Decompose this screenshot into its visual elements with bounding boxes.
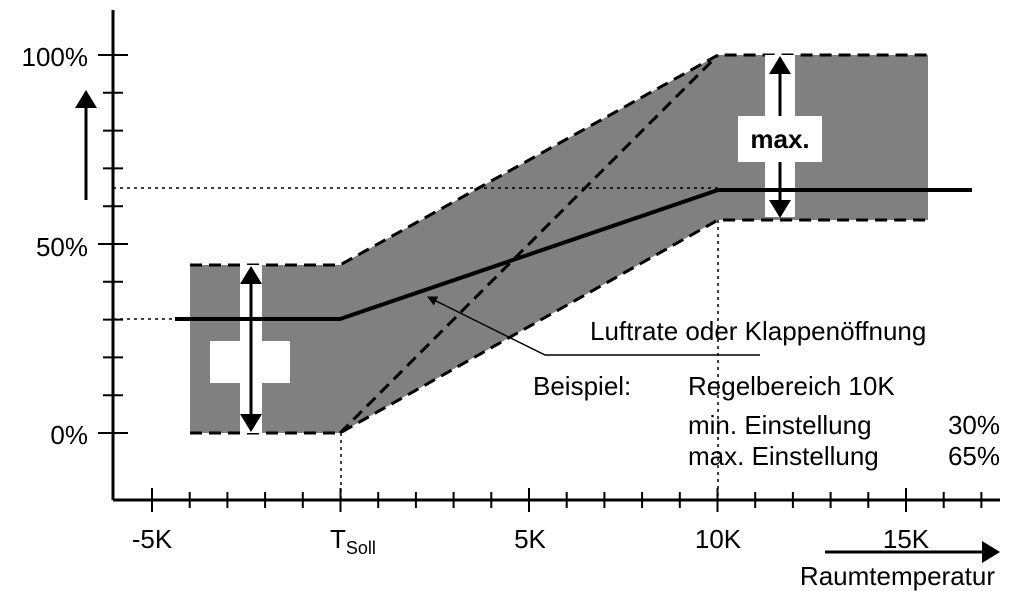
x-label-main: T [330, 524, 346, 554]
x-label: 5K [514, 524, 546, 554]
axes [111, 10, 1000, 502]
max-box [738, 116, 822, 162]
y-label: 100% [22, 42, 89, 72]
x-label: 15K [883, 524, 930, 554]
example-line: min. Einstellung [688, 410, 872, 440]
y-label: 50% [36, 232, 88, 262]
curve [175, 188, 972, 321]
leader-line [427, 296, 760, 356]
example-line: max. Einstellung [688, 441, 879, 471]
x-title: Raumtemperatur [800, 561, 995, 591]
curve-label: Luftrate oder Klappenöffnung [590, 316, 926, 346]
ticks [98, 54, 983, 512]
example-value: 30% [948, 410, 1000, 440]
x-label: TSoll [330, 524, 376, 558]
x-label: 10K [695, 524, 742, 554]
example-value: 65% [948, 441, 1000, 471]
x-label-sub: Soll [346, 538, 376, 558]
example-heading: Beispiel: [533, 371, 631, 401]
range-boundaries [190, 53, 928, 435]
x-label: -5K [132, 524, 173, 554]
example-line: Regelbereich 10K [688, 371, 895, 401]
max-label: max. [750, 124, 809, 154]
guide-lines [113, 187, 719, 500]
y-label: 0% [50, 420, 88, 450]
